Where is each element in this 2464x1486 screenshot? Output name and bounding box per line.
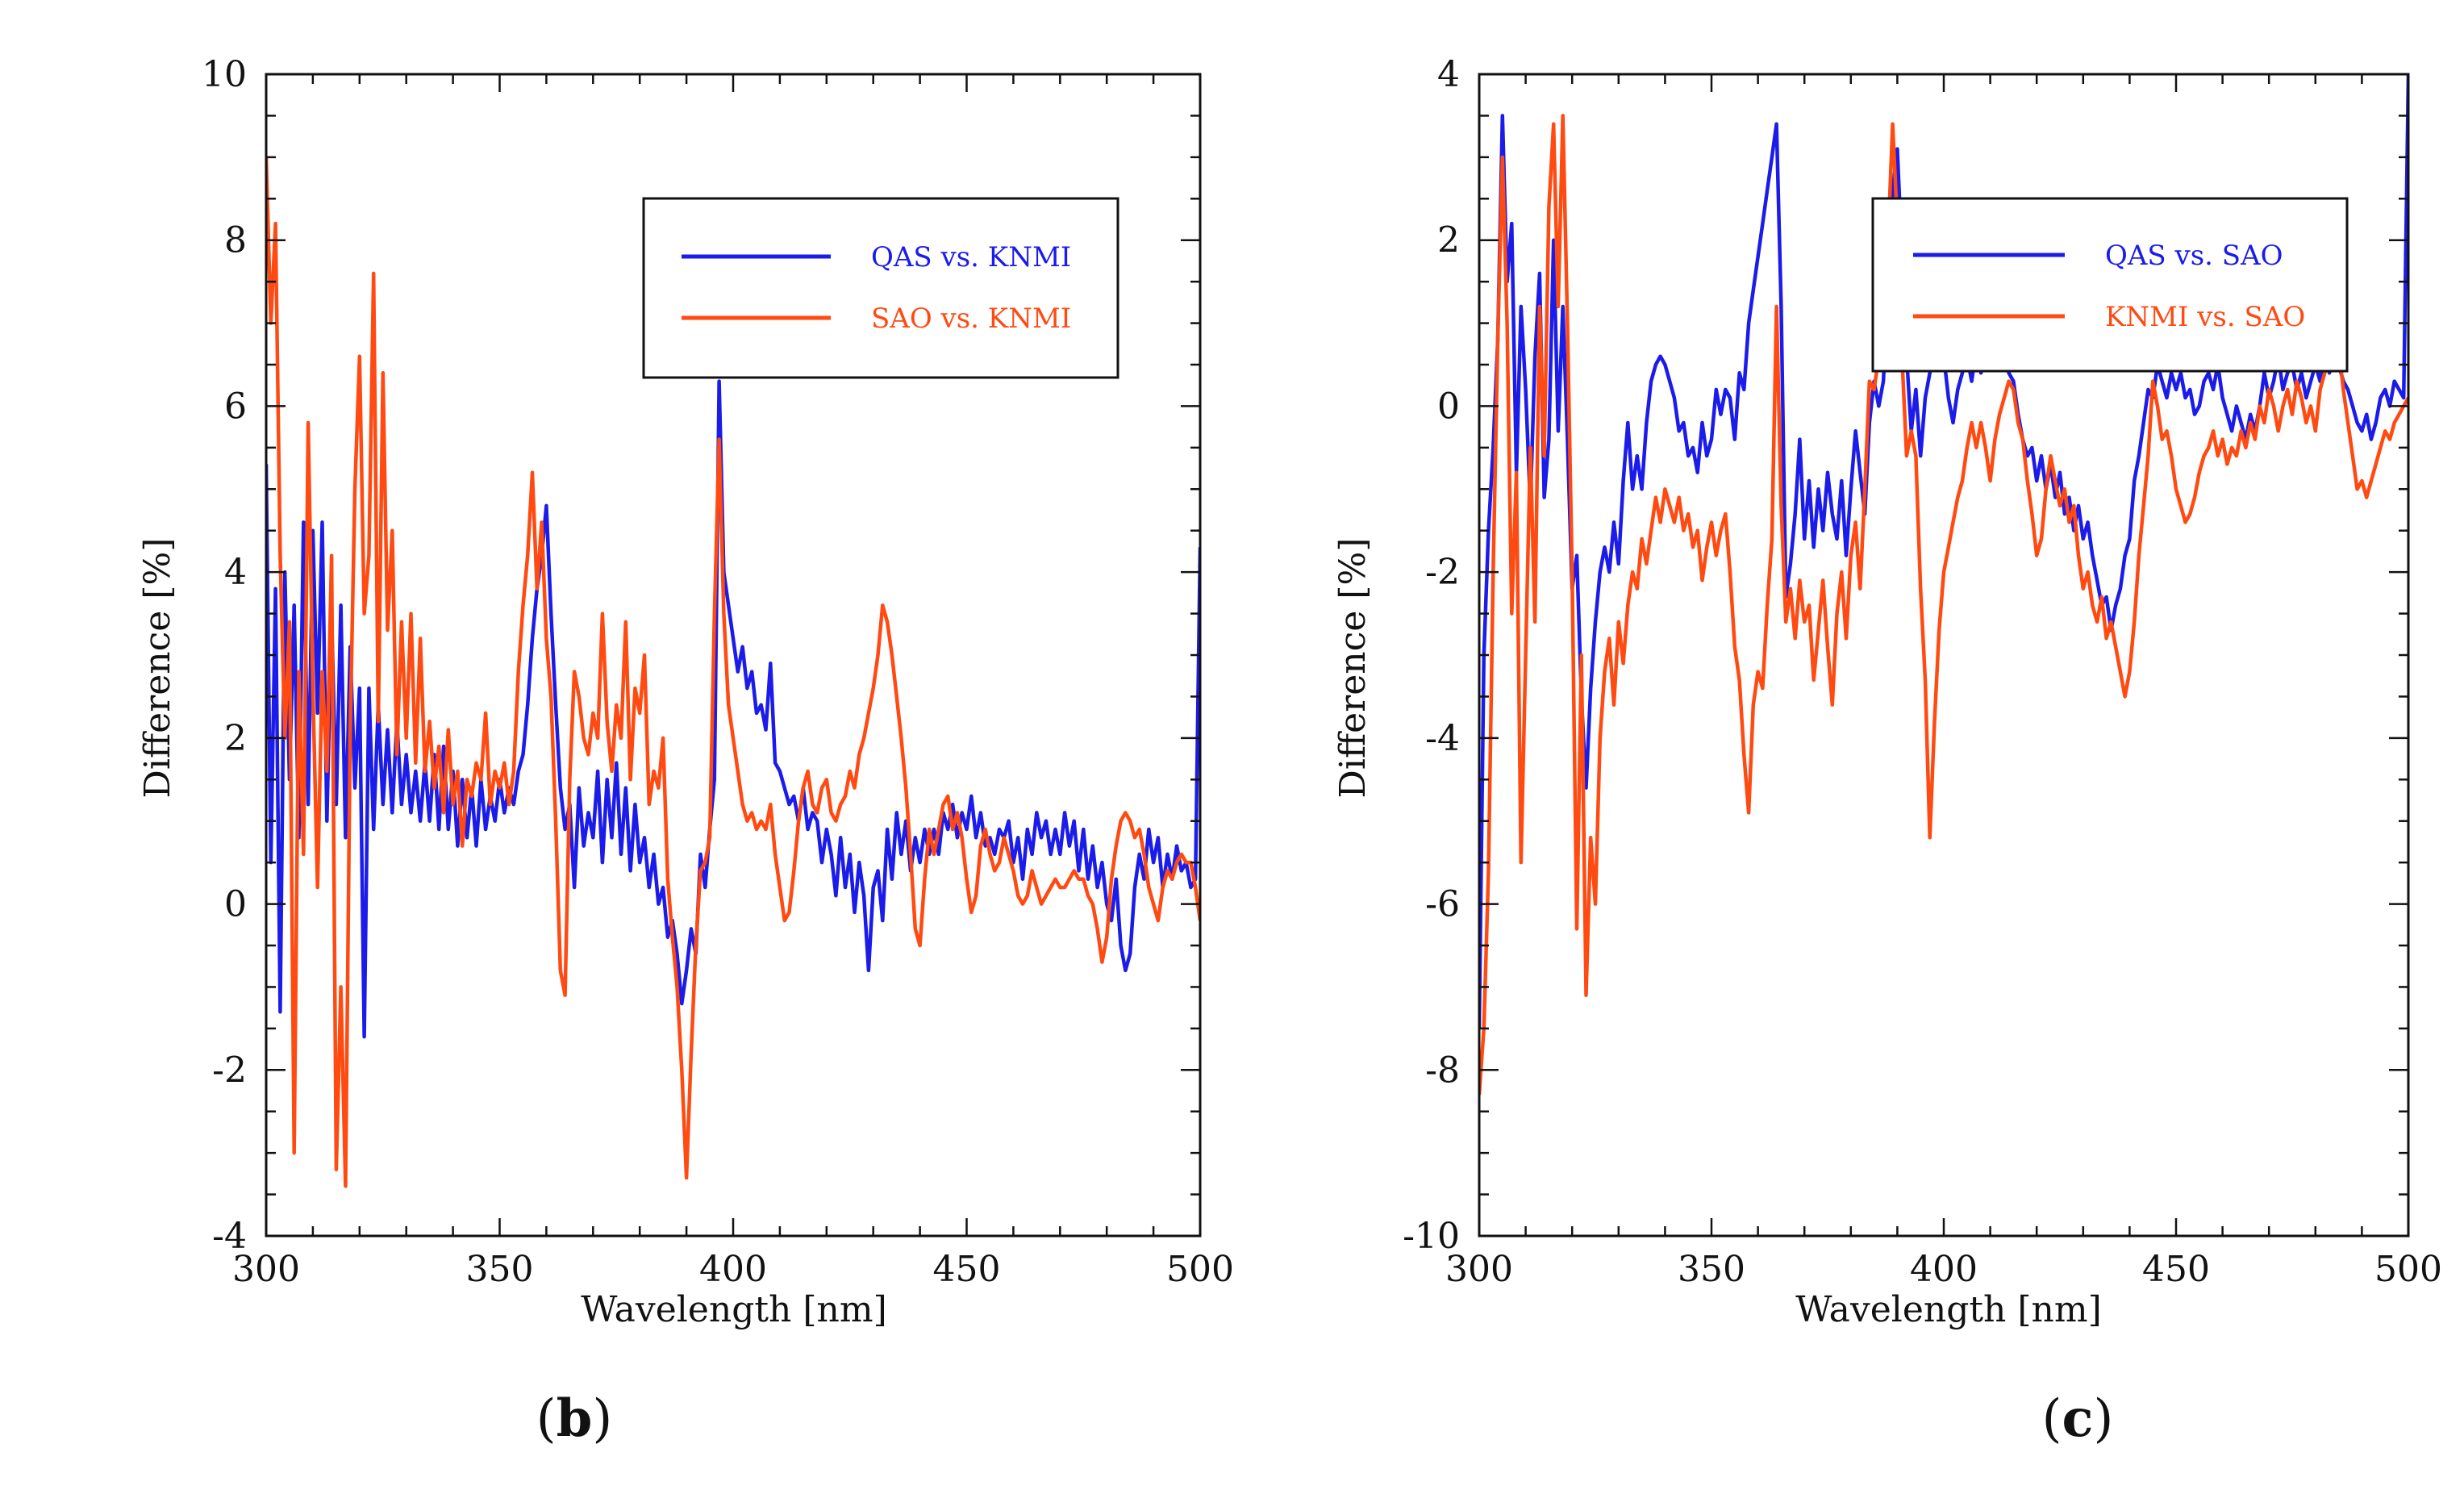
x-tick-label: 400 [699,1249,767,1290]
plot-frame [1478,73,2410,1238]
series-line-1 [266,379,1200,1039]
plot-frame [265,73,1202,1238]
y-tick-label: 0 [1437,386,1460,427]
y-tick-label: -4 [212,1216,247,1257]
y-tick-label: -8 [1425,1050,1460,1091]
y-axis-title: Difference [%] [137,538,178,799]
series-line-2 [1479,114,2408,1096]
y-axis-title: Difference [%] [1332,538,1374,799]
x-axis-title: Wavelength [nm] [1795,1289,2102,1330]
y-tick-label: -2 [212,1050,247,1091]
x-tick-label: 450 [933,1249,1001,1290]
y-axis-title-b: Difference [%] [137,538,178,799]
y-tick-label: -10 [1403,1216,1460,1257]
x-tick-label: 350 [466,1249,534,1290]
x-tick-label: 300 [232,1249,300,1290]
y-tick-label: 2 [224,718,247,759]
x-tick-label: 450 [2142,1249,2210,1290]
y-tick-label: 6 [224,386,247,427]
y-tick-label: -6 [1425,884,1460,925]
y-tick-label: 4 [1437,54,1460,95]
y-tick-label: 4 [224,552,247,593]
x-axis-title: Wavelength [nm] [581,1289,887,1330]
x-tick-label: 300 [1445,1249,1513,1290]
y-tick-label: 0 [224,884,247,925]
y-tick-label: -4 [1425,718,1460,759]
legend-entry: SAO vs. KNMI [871,303,1071,335]
chart-panel-b: Difference [%] Wavelength [nm] (b) 300 35… [137,54,1234,1449]
y-tick-label: 2 [1437,220,1460,261]
legend: QAS vs. SAO KNMI vs. SAO [1871,197,2349,373]
legend-entry: KNMI vs. SAO [2105,301,2305,333]
x-tick-label: 350 [1678,1249,1745,1290]
legend: QAS vs. KNMI SAO vs. KNMI [642,197,1119,379]
x-tick-label: 500 [1166,1249,1234,1290]
y-tick-label: 10 [202,54,247,95]
y-tick-label: -2 [1425,552,1460,593]
x-tick-label: 400 [1910,1249,1978,1290]
series-line-2 [266,157,1200,1188]
y-axis-title-c: Difference [%] [1332,538,1374,799]
legend-entry: QAS vs. SAO [2105,240,2283,272]
panel-label-c: (c) [2042,1388,2114,1449]
chart-panel-c: Difference [%] Wavelength [nm] (c) 300 35… [1332,54,2442,1449]
x-tick-label: 500 [2374,1249,2442,1290]
legend-entry: QAS vs. KNMI [871,241,1071,273]
panel-label-b: (b) [536,1388,613,1449]
y-tick-label: 8 [224,220,247,261]
